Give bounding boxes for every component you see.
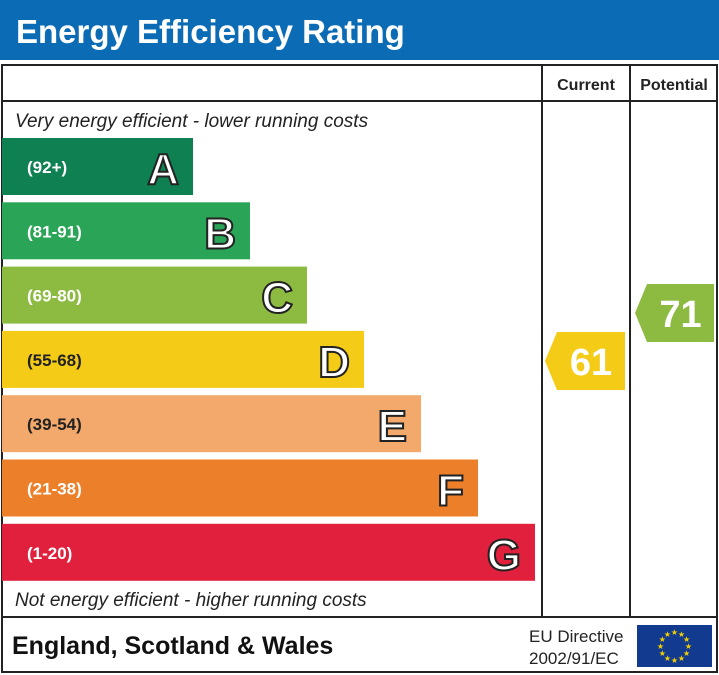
band-letter-a: A (147, 145, 179, 194)
directive-line2: 2002/91/EC (529, 649, 619, 668)
band-letter-e: E (378, 402, 407, 451)
eu-star-icon: ★ (659, 649, 666, 658)
potential-rating-value: 71 (659, 294, 701, 336)
band-g (2, 523, 535, 581)
eu-star-icon: ★ (671, 628, 678, 637)
potential-rating-arrow (635, 284, 714, 342)
region-label: England, Scotland & Wales (12, 632, 333, 660)
eu-star-icon: ★ (683, 635, 690, 644)
band-letter-b: B (204, 209, 236, 258)
eu-star-icon: ★ (678, 630, 685, 639)
band-letter-c: C (261, 274, 293, 323)
band-letter-g: G (487, 531, 521, 580)
eu-star-icon: ★ (657, 642, 664, 651)
band-letter-d: D (318, 338, 350, 387)
eu-star-icon: ★ (685, 642, 692, 651)
rating-arrows: 61 71 (545, 284, 714, 390)
band-e (2, 395, 421, 453)
title: Energy Efficiency Rating (16, 13, 405, 50)
eu-star-icon: ★ (664, 630, 671, 639)
band-range-b: (81-91) (27, 222, 82, 241)
band-range-e: (39-54) (27, 415, 82, 434)
eu-star-icon: ★ (683, 649, 690, 658)
eu-star-icon: ★ (659, 635, 666, 644)
eu-star-icon: ★ (678, 654, 685, 663)
band-range-f: (21-38) (27, 480, 82, 499)
eu-star-icon: ★ (671, 656, 678, 665)
title-bar (0, 0, 719, 60)
eu-flag-icon: ★★★★★★★★★ ★ ★★ (637, 625, 712, 667)
band-range-c: (69-80) (27, 287, 82, 306)
band-c (2, 266, 307, 324)
band-letter-f: F (437, 467, 464, 516)
column-potential: Potential (640, 77, 708, 94)
band-b (2, 202, 250, 260)
band-range-d: (55-68) (27, 351, 82, 370)
directive-line1: EU Directive (529, 627, 623, 646)
band-f (2, 459, 478, 517)
band-range-g: (1-20) (27, 544, 72, 563)
current-rating-value: 61 (570, 342, 612, 384)
top-note: Very energy efficient - lower running co… (15, 111, 369, 132)
band-range-a: (92+) (27, 158, 67, 177)
eu-star-icon: ★ (664, 654, 671, 663)
bands: (92+) A (81-91) B (69-80) C (55-68) D (39-54) E (2… (2, 138, 535, 581)
current-rating-arrow (545, 332, 625, 390)
bottom-note: Not energy efficient - higher running co… (15, 590, 367, 611)
band-d (2, 330, 364, 388)
column-current: Current (557, 77, 615, 94)
band-a (2, 138, 193, 195)
